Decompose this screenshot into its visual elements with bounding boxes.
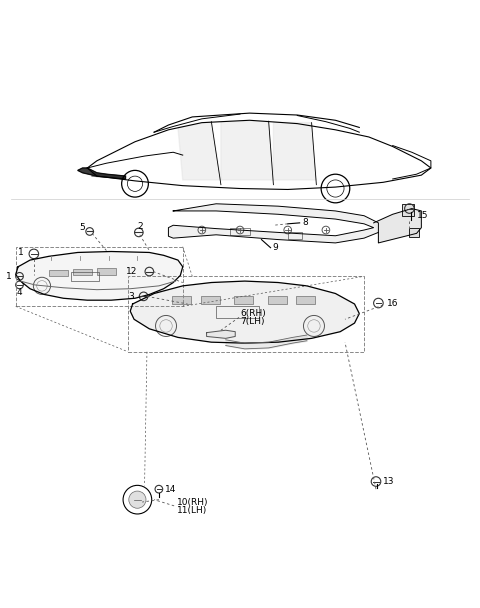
Polygon shape [206,330,235,339]
Text: 1: 1 [6,272,12,281]
Bar [97,268,116,275]
Bar [172,296,192,304]
Text: 3: 3 [128,292,134,301]
Bar [201,296,220,304]
Text: 11(LH): 11(LH) [177,506,207,514]
Text: 5: 5 [80,223,85,232]
Text: 4: 4 [17,288,23,297]
Text: 10(RH): 10(RH) [177,497,208,506]
Circle shape [129,491,146,508]
Bar [73,269,92,275]
Text: 2: 2 [137,222,143,230]
Text: 1: 1 [18,248,24,257]
Text: 14: 14 [165,485,176,494]
Polygon shape [78,168,125,179]
Text: 9: 9 [273,243,278,252]
Bar [296,296,315,304]
Polygon shape [178,122,221,180]
Bar [230,227,250,235]
Polygon shape [92,173,125,179]
Polygon shape [274,122,316,180]
Bar [268,296,287,304]
Polygon shape [373,209,421,243]
Text: 16: 16 [387,299,398,308]
Text: 6(RH): 6(RH) [240,309,266,318]
Polygon shape [168,204,378,243]
Bar [402,204,414,216]
Text: 13: 13 [383,477,395,486]
Bar [234,296,253,304]
Polygon shape [221,121,274,180]
Bar [71,272,99,281]
Text: 7(LH): 7(LH) [240,317,264,326]
Bar [409,227,419,237]
Text: 15: 15 [417,211,428,220]
Bar [49,269,68,276]
Text: 8: 8 [302,218,308,227]
Polygon shape [16,252,183,300]
Text: 12: 12 [126,267,137,276]
Polygon shape [130,281,360,343]
Bar [288,232,302,238]
Bar [216,306,259,319]
